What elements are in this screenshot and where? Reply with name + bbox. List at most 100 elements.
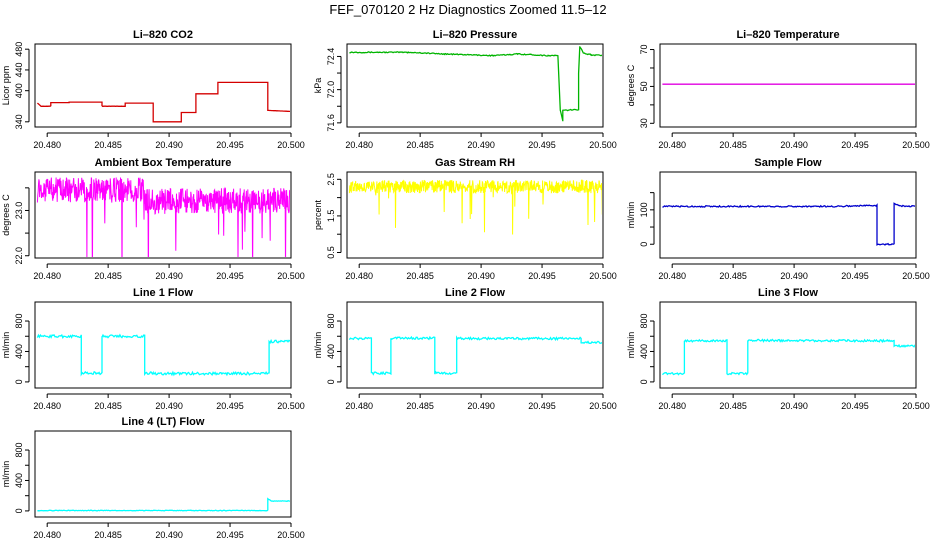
panel-6: Sample Flow ml/min 20.480 20.485 20.490 20.49… — [626, 157, 930, 281]
x-tick-label: 20.480 — [658, 140, 686, 150]
x-tick-label: 20.480 — [345, 401, 373, 411]
x-tick-label: 20.500 — [277, 271, 305, 281]
y-tick-label: 30 — [639, 118, 649, 128]
y-tick-label: 72.4 — [326, 48, 336, 66]
panel-title: Ambient Box Temperature — [95, 157, 232, 169]
panel-title: Li–820 Temperature — [736, 29, 839, 41]
y-tick-label: 0 — [14, 508, 24, 513]
panel-title: Line 4 (LT) Flow — [122, 416, 205, 428]
panel-title: Line 2 Flow — [445, 287, 505, 299]
plot-frame — [346, 171, 604, 259]
x-tick-label: 20.500 — [902, 140, 930, 150]
y-tick-label: 72.0 — [326, 81, 336, 99]
series-line — [37, 497, 290, 512]
x-tick-label: 20.485 — [94, 401, 122, 411]
plot-frame — [34, 301, 292, 389]
plot-frame — [659, 43, 917, 128]
y-axis-label: ml/min — [1, 461, 11, 488]
panel-title: Line 3 Flow — [758, 287, 818, 299]
x-tick-label: 20.500 — [902, 401, 930, 411]
x-tick-label: 20.500 — [902, 271, 930, 281]
y-axis-label: percent — [313, 199, 323, 230]
y-tick-label: 400 — [14, 473, 24, 488]
panel-2: Li–820 Pressure kPa 20.480 20.485 20.490 20.4… — [313, 29, 617, 150]
y-axis-label: ml/min — [626, 202, 636, 229]
x-tick-label: 20.485 — [94, 530, 122, 540]
x-tick-label: 20.500 — [277, 140, 305, 150]
x-tick-label: 20.490 — [467, 140, 495, 150]
y-tick-label: 23.0 — [14, 202, 24, 220]
y-axis-label: kPa — [313, 78, 323, 94]
y-tick-label: 22.0 — [14, 247, 24, 265]
y-tick-label: 70 — [639, 45, 649, 55]
panel-3: Li–820 Temperature degrees C 20.480 20.485 2… — [626, 29, 930, 150]
y-tick-label: 0 — [639, 242, 649, 247]
panel-title: Sample Flow — [754, 157, 822, 169]
panel-title: Gas Stream RH — [435, 157, 515, 169]
x-tick-label: 20.495 — [216, 140, 244, 150]
y-axis-label: ml/min — [1, 332, 11, 359]
plot-frame — [34, 171, 292, 259]
y-tick-label: 800 — [14, 443, 24, 458]
x-tick-label: 20.490 — [155, 530, 183, 540]
x-tick-label: 20.495 — [216, 401, 244, 411]
series-line — [348, 179, 602, 235]
x-tick-label: 20.490 — [155, 140, 183, 150]
x-tick-label: 20.490 — [155, 271, 183, 281]
x-tick-label: 20.480 — [33, 271, 61, 281]
series-line — [661, 338, 915, 376]
panel-title: Li–820 CO2 — [133, 29, 193, 41]
y-tick-label: 340 — [14, 114, 24, 129]
y-axis-label: degrees C — [1, 194, 11, 236]
x-tick-label: 20.495 — [528, 401, 556, 411]
panel-8: Line 2 Flow ml/min 20.480 20.485 20.490 20.49… — [313, 287, 617, 411]
series-line — [36, 333, 290, 377]
x-tick-label: 20.485 — [719, 140, 747, 150]
y-tick-label: 400 — [14, 83, 24, 98]
x-tick-label: 20.495 — [528, 140, 556, 150]
y-tick-label: 0.5 — [326, 246, 336, 259]
y-tick-label: 71.6 — [326, 114, 336, 132]
plot-frame — [34, 430, 292, 518]
y-tick-label: 400 — [326, 344, 336, 359]
x-tick-label: 20.500 — [589, 140, 617, 150]
y-tick-label: 100 — [639, 202, 649, 217]
x-tick-label: 20.495 — [528, 271, 556, 281]
plot-frame — [34, 43, 292, 128]
y-tick-label: 1.5 — [326, 210, 336, 223]
x-tick-label: 20.480 — [658, 271, 686, 281]
x-tick-label: 20.495 — [841, 401, 869, 411]
plot-frame — [346, 301, 604, 389]
y-tick-label: 800 — [14, 314, 24, 329]
x-tick-label: 20.500 — [277, 401, 305, 411]
y-tick-label: 0 — [14, 379, 24, 384]
panel-title: Line 1 Flow — [133, 287, 193, 299]
x-tick-label: 20.490 — [780, 140, 808, 150]
panel-10: Line 4 (LT) Flow ml/min 20.480 20.485 20.490… — [1, 416, 305, 540]
panel-1: Li–820 CO2 Licor ppm 20.480 20.485 20.490 20.… — [1, 29, 305, 150]
panel-9: Line 3 Flow ml/min 20.480 20.485 20.490 20.49… — [626, 287, 930, 411]
y-axis-label: ml/min — [313, 332, 323, 359]
y-tick-label: 440 — [14, 62, 24, 77]
y-tick-label: 800 — [326, 314, 336, 329]
panel-4: Ambient Box Temperature degrees C 20.480 20… — [1, 157, 305, 281]
y-axis-label: degrees C — [626, 64, 636, 106]
series-line — [36, 81, 290, 123]
x-tick-label: 20.480 — [658, 401, 686, 411]
x-tick-label: 20.485 — [719, 271, 747, 281]
y-tick-label: 400 — [14, 344, 24, 359]
x-tick-label: 20.490 — [155, 401, 183, 411]
x-tick-label: 20.500 — [589, 401, 617, 411]
x-tick-label: 20.485 — [406, 401, 434, 411]
panel-5: Gas Stream RH percent 20.480 20.485 20.490 20… — [313, 157, 617, 281]
y-axis-label: Licor ppm — [1, 66, 11, 106]
y-tick-label: 800 — [639, 314, 649, 329]
series-line — [36, 177, 290, 257]
plot-frame — [659, 301, 917, 389]
x-tick-label: 20.480 — [33, 140, 61, 150]
series-line — [348, 335, 602, 376]
y-tick-label: 400 — [639, 344, 649, 359]
y-tick-label: 480 — [14, 42, 24, 57]
y-axis-label: ml/min — [626, 332, 636, 359]
